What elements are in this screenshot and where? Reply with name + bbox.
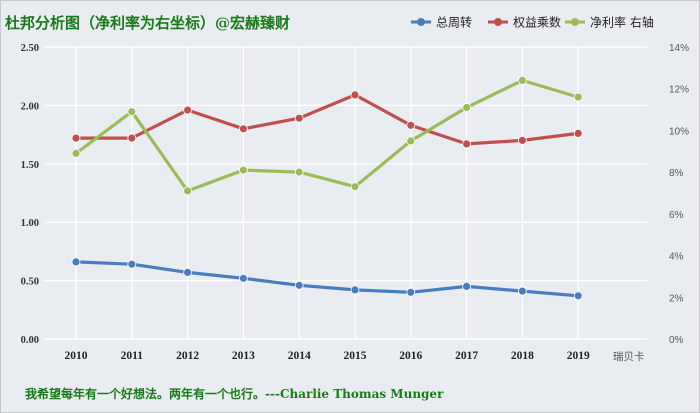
data-point [518, 135, 527, 145]
right-tick-label: 10% [669, 126, 689, 137]
data-point [406, 287, 416, 297]
series-line-1 [74, 260, 580, 298]
data-point [294, 280, 304, 290]
category-label: 2015 [344, 350, 367, 362]
legend-label: 权益乘数 [513, 15, 561, 30]
data-point [127, 107, 137, 117]
data-point [350, 90, 360, 100]
category-label: 2011 [121, 350, 144, 362]
category-label: 2012 [176, 350, 199, 362]
data-point [462, 103, 472, 112]
left-tick-label: 2.50 [21, 43, 39, 54]
data-point [573, 128, 583, 138]
left-tick-label: 0.50 [21, 277, 39, 288]
category-label: 2016 [399, 350, 422, 362]
category-axis: 2010 2011 2012 2013 2014 2015 2016 2017 2018 2019 [65, 350, 590, 362]
legend-swatch-marker [494, 18, 502, 26]
data-point [71, 133, 81, 143]
data-point [183, 105, 193, 115]
right-tick-label: 0% [669, 335, 684, 346]
right-tick-label: 2% [669, 293, 684, 304]
series-line-3 [74, 78, 580, 193]
data-point [462, 281, 472, 291]
category-label: 2010 [65, 350, 88, 362]
left-tick-label: 0.00 [21, 335, 39, 346]
left-tick-label: 1.00 [21, 218, 39, 229]
right-tick-label: 4% [669, 252, 684, 263]
legend: 总周转 权益乘数 净利率 右轴 [411, 15, 654, 30]
legend-label: 净利率 右轴 [590, 15, 654, 30]
data-point [350, 182, 360, 192]
right-axis: 0% 2% 4% 6% 8% 10% 12% 14% [669, 43, 689, 346]
legend-item: 净利率 右轴 [565, 15, 654, 30]
data-point [573, 92, 583, 102]
legend-label: 总周转 [436, 15, 472, 30]
data-point [183, 267, 193, 277]
right-tick-label: 12% [669, 85, 689, 96]
legend-item: 总周转 [411, 15, 472, 30]
series-line-2 [74, 93, 580, 146]
data-point [350, 285, 360, 295]
data-point [573, 291, 583, 301]
plot-area [71, 76, 583, 301]
data-point [127, 133, 137, 143]
right-tick-label: 6% [669, 210, 684, 221]
annotation-text: 瑞贝卡 [613, 350, 645, 363]
legend-swatch-marker [571, 18, 579, 26]
data-point [238, 124, 248, 134]
data-point [71, 148, 81, 158]
category-label: 2018 [511, 350, 534, 362]
right-tick-label: 14% [669, 43, 689, 54]
category-label: 2019 [567, 350, 590, 362]
data-point [71, 257, 81, 267]
category-label: 2013 [232, 350, 255, 362]
data-point [294, 167, 304, 177]
data-point [518, 286, 527, 296]
left-axis: 0.00 0.50 1.00 1.50 2.00 2.50 [21, 43, 39, 346]
category-label: 2017 [455, 350, 478, 362]
data-point [183, 186, 193, 196]
data-point [127, 259, 137, 269]
left-tick-label: 1.50 [21, 160, 39, 171]
data-point [238, 165, 248, 175]
data-point [238, 273, 248, 283]
data-point [518, 76, 527, 85]
data-point [406, 120, 416, 130]
data-point [294, 113, 304, 123]
left-tick-label: 2.00 [21, 101, 39, 112]
munger-quote: 我希望每年有一个好想法。两年有一个也行。---Charlie Thomas Mu… [25, 386, 444, 401]
category-label: 2014 [288, 350, 311, 362]
legend-swatch-marker [417, 18, 425, 26]
chart-title: 杜邦分析图（净利率为右坐标）@宏赫臻财 [5, 14, 290, 32]
data-point [406, 136, 416, 146]
legend-item: 权益乘数 [488, 15, 561, 30]
data-point [462, 139, 472, 149]
right-tick-label: 8% [669, 168, 684, 179]
